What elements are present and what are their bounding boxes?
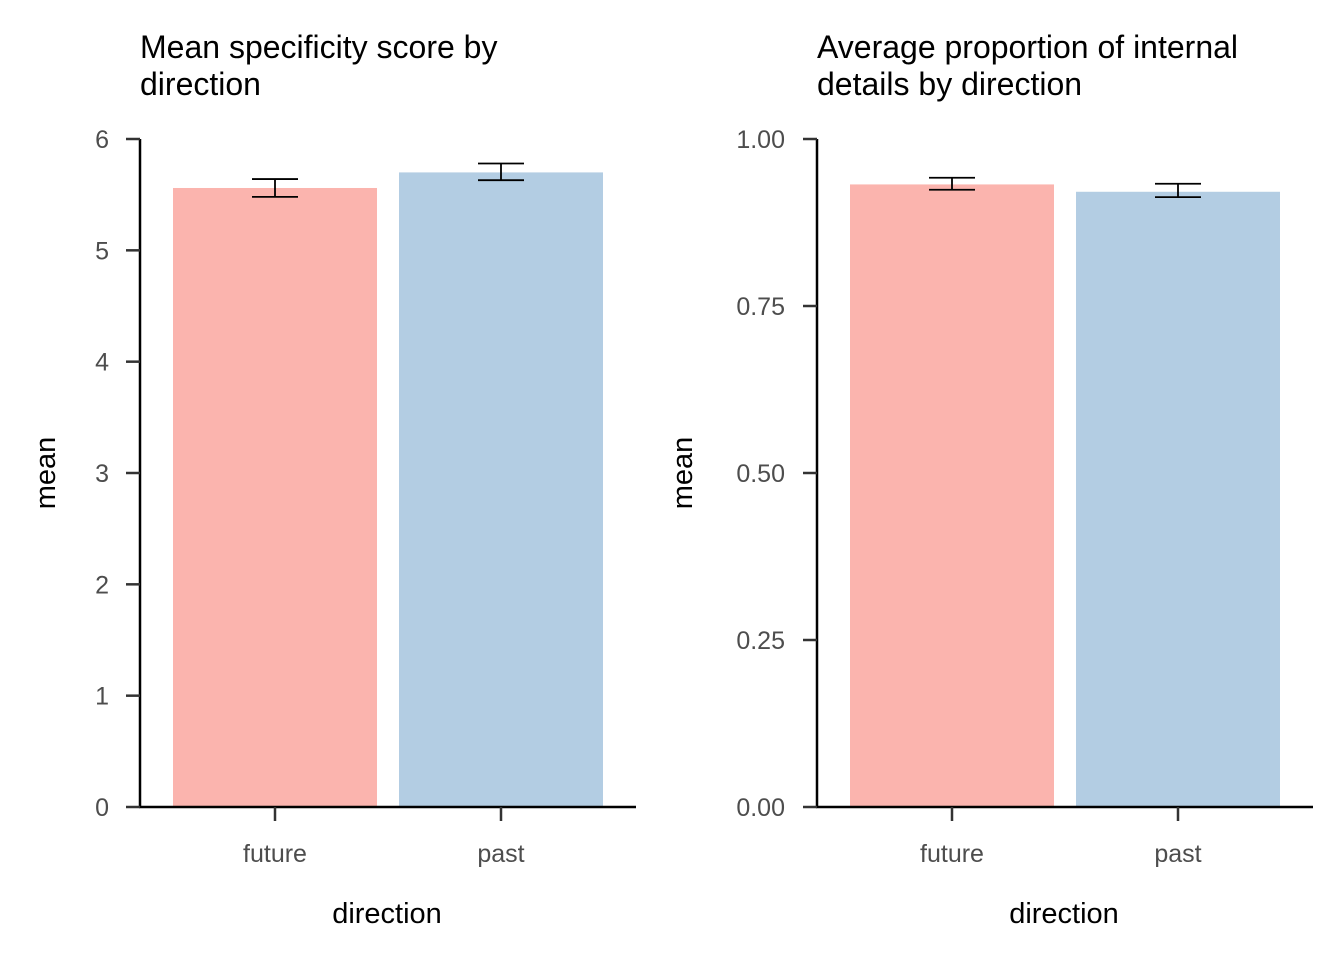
y-tick-label: 1.00 bbox=[736, 126, 785, 154]
y-tick-label: 1 bbox=[95, 683, 109, 711]
chart-panel-specificity: Mean specificity score by direction mean… bbox=[30, 29, 636, 930]
bar-future bbox=[850, 184, 1054, 807]
y-tick-label: 5 bbox=[95, 237, 109, 265]
y-tick-label: 0 bbox=[95, 794, 109, 822]
y-tick-label: 0.00 bbox=[736, 794, 785, 822]
x-tick-label-future: future bbox=[243, 840, 307, 868]
error-bar-past bbox=[478, 162, 524, 182]
x-axis-title: direction bbox=[1009, 898, 1119, 930]
error-bar-past bbox=[1155, 182, 1201, 199]
bar-past bbox=[1076, 191, 1280, 808]
x-tick-label-future: future bbox=[920, 840, 984, 868]
y-tick-label: 4 bbox=[95, 349, 109, 377]
y-axis-title: mean bbox=[667, 437, 699, 510]
bar-past bbox=[399, 172, 603, 807]
y-tick-label: 2 bbox=[95, 571, 109, 599]
y-tick-label: 6 bbox=[95, 126, 109, 154]
x-axis-title: direction bbox=[332, 898, 442, 930]
x-tick-label-past: past bbox=[477, 840, 524, 868]
chart-title-line-1: Mean specificity score by bbox=[140, 29, 497, 65]
y-tick-label: 0.25 bbox=[736, 627, 785, 655]
x-tick-label-past: past bbox=[1154, 840, 1201, 868]
chart-title-line-2: direction bbox=[140, 66, 261, 102]
bar-future bbox=[173, 187, 377, 807]
error-bar-future bbox=[252, 178, 298, 198]
chart-title-line-2: details by direction bbox=[817, 66, 1082, 102]
chart-panel-internal-details: Average proportion of internal details b… bbox=[667, 29, 1313, 930]
y-tick-label: 3 bbox=[95, 460, 109, 488]
y-tick-label: 0.75 bbox=[736, 293, 785, 321]
error-bar-future bbox=[929, 176, 975, 191]
y-axis-title: mean bbox=[30, 437, 62, 510]
chart-title-line-1: Average proportion of internal bbox=[817, 29, 1238, 65]
y-tick-label: 0.50 bbox=[736, 460, 785, 488]
